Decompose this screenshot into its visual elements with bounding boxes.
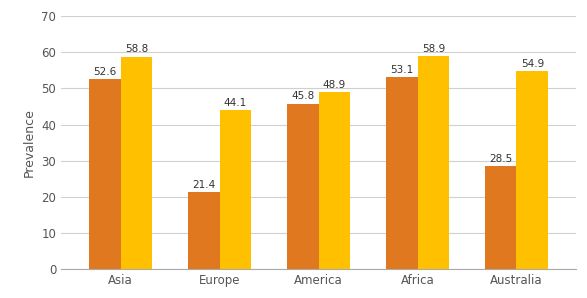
Text: 54.9: 54.9 — [521, 58, 544, 69]
Bar — [319, 92, 350, 269]
Text: 21.4: 21.4 — [192, 179, 215, 190]
Bar — [417, 56, 449, 269]
Y-axis label: Prevalence: Prevalence — [23, 108, 36, 177]
Bar — [287, 103, 319, 269]
Text: 58.9: 58.9 — [421, 44, 445, 54]
Bar — [120, 57, 152, 269]
Text: 52.6: 52.6 — [93, 67, 116, 77]
Bar — [485, 166, 517, 269]
Text: 58.8: 58.8 — [125, 44, 148, 55]
Text: 45.8: 45.8 — [291, 91, 314, 101]
Bar — [220, 110, 251, 269]
Text: 53.1: 53.1 — [390, 65, 413, 75]
Text: 28.5: 28.5 — [489, 154, 512, 164]
Text: 44.1: 44.1 — [224, 97, 247, 108]
Bar — [517, 71, 548, 269]
Bar — [89, 79, 120, 269]
Bar — [188, 192, 220, 269]
Bar — [386, 77, 417, 269]
Text: 48.9: 48.9 — [323, 80, 346, 90]
